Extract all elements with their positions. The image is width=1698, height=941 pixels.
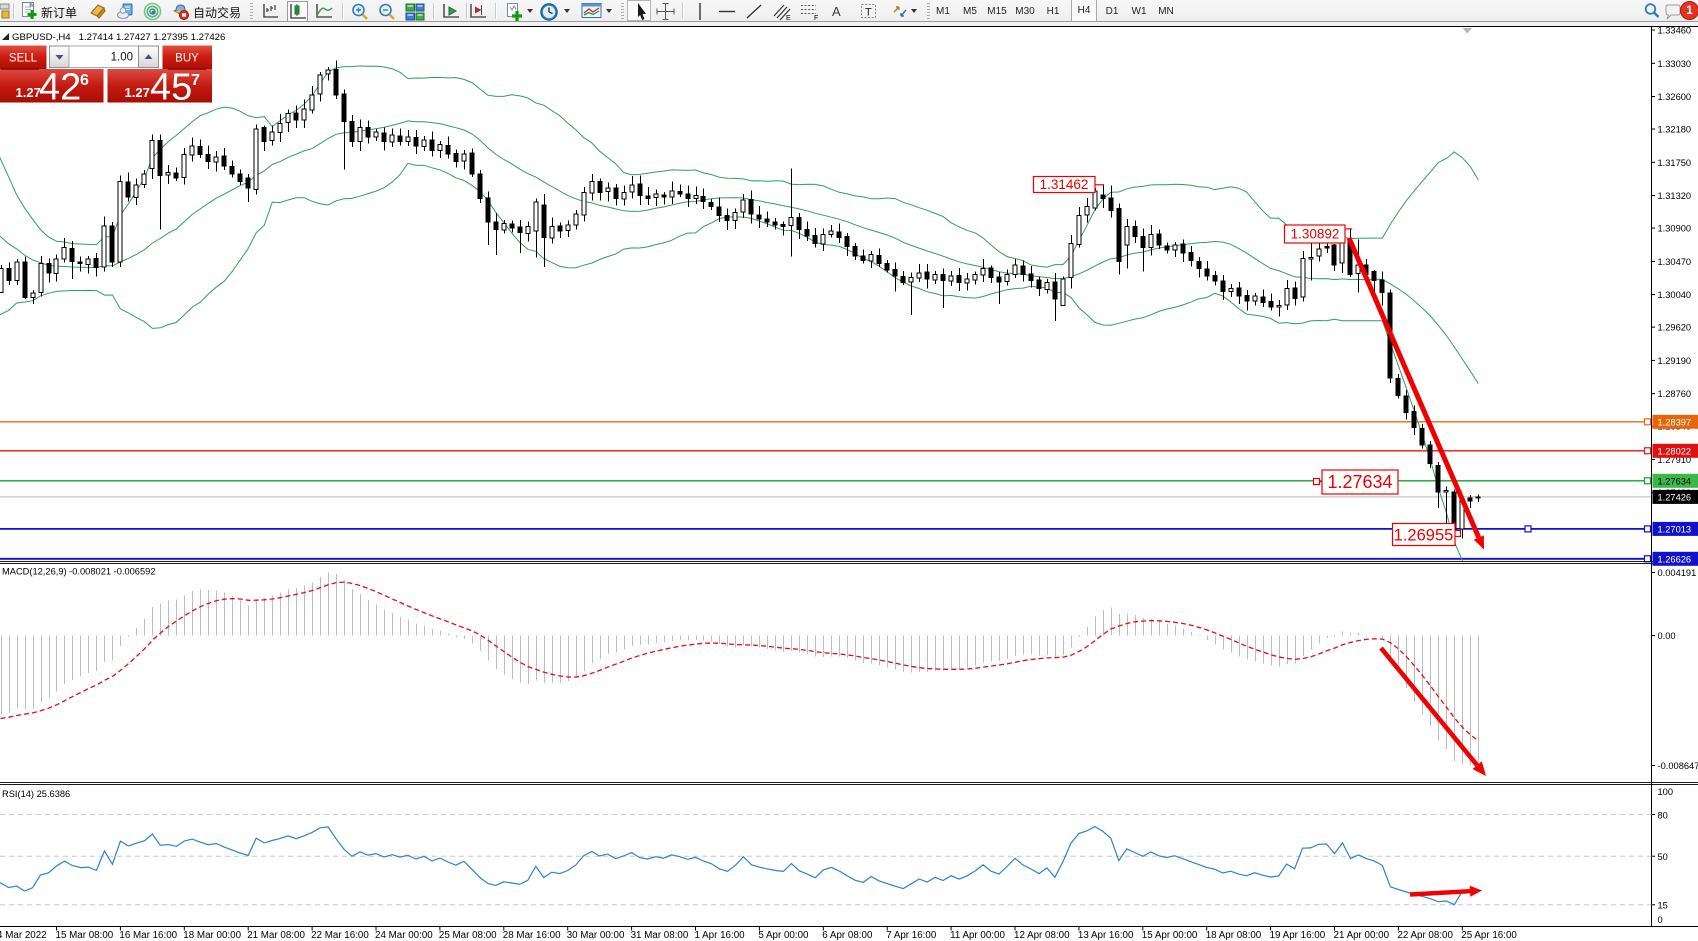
svg-text:1.27634: 1.27634 — [1658, 476, 1692, 486]
svg-text:21 Apr 00:00: 21 Apr 00:00 — [1334, 930, 1390, 941]
svg-text:0.00: 0.00 — [1658, 631, 1676, 641]
svg-text:0.004191: 0.004191 — [1658, 568, 1697, 578]
svg-text:1.00: 1.00 — [111, 52, 133, 64]
svg-text:1.33030: 1.33030 — [1658, 59, 1692, 69]
svg-text:1.26955: 1.26955 — [1394, 527, 1454, 545]
svg-text:1.30892: 1.30892 — [1291, 227, 1340, 242]
svg-text:1.27: 1.27 — [16, 85, 41, 100]
svg-text:1.27: 1.27 — [125, 85, 150, 100]
svg-text:42: 42 — [39, 67, 81, 109]
svg-text:A: A — [832, 4, 841, 19]
svg-text:18 Mar 00:00: 18 Mar 00:00 — [183, 930, 241, 941]
svg-text:16 Mar 16:00: 16 Mar 16:00 — [119, 930, 177, 941]
svg-text:1.28022: 1.28022 — [1658, 446, 1692, 456]
svg-text:1.26626: 1.26626 — [1658, 554, 1692, 564]
svg-text:1.30900: 1.30900 — [1658, 224, 1692, 234]
svg-text:22 Apr 08:00: 22 Apr 08:00 — [1397, 930, 1453, 941]
svg-text:7: 7 — [191, 72, 200, 89]
svg-text:-0.008647: -0.008647 — [1658, 761, 1698, 771]
svg-text:18 Apr 08:00: 18 Apr 08:00 — [1206, 930, 1262, 941]
svg-text:1.30470: 1.30470 — [1658, 257, 1692, 267]
svg-text:28 Mar 16:00: 28 Mar 16:00 — [503, 930, 561, 941]
svg-text:1.29190: 1.29190 — [1658, 356, 1692, 366]
svg-text:RSI(14) 25.6386: RSI(14) 25.6386 — [2, 789, 70, 799]
svg-text:GBPUSD-,H4 1.27414 1.27427 1: GBPUSD-,H4 1.27414 1.27427 1.27395 1.274… — [12, 32, 225, 43]
svg-text:1.31750: 1.31750 — [1658, 158, 1692, 168]
svg-text:30 Mar 00:00: 30 Mar 00:00 — [567, 930, 625, 941]
svg-text:SELL: SELL — [9, 53, 38, 65]
svg-text:12 Apr 08:00: 12 Apr 08:00 — [1014, 930, 1070, 941]
svg-text:F: F — [814, 15, 818, 21]
svg-text:25 Apr 16:00: 25 Apr 16:00 — [1461, 930, 1517, 941]
svg-text:31 Mar 08:00: 31 Mar 08:00 — [631, 930, 689, 941]
svg-text:22 Mar 16:00: 22 Mar 16:00 — [311, 930, 369, 941]
svg-text:100: 100 — [1658, 787, 1674, 797]
svg-text:13 Apr 16:00: 13 Apr 16:00 — [1078, 930, 1134, 941]
svg-text:T: T — [865, 7, 872, 19]
svg-text:BUY: BUY — [175, 53, 199, 65]
svg-text:1.30040: 1.30040 — [1658, 290, 1692, 300]
svg-text:15: 15 — [1658, 901, 1668, 911]
svg-text:1.31462: 1.31462 — [1040, 177, 1089, 192]
svg-text:50: 50 — [1658, 852, 1668, 862]
svg-text:1.28760: 1.28760 — [1658, 389, 1692, 399]
svg-text:1.29620: 1.29620 — [1658, 323, 1692, 333]
svg-text:1.27634: 1.27634 — [1327, 472, 1392, 492]
svg-text:E: E — [786, 15, 791, 21]
svg-text:14 Mar 2022: 14 Mar 2022 — [0, 930, 47, 941]
svg-text:1.32600: 1.32600 — [1658, 92, 1692, 102]
svg-text:80: 80 — [1658, 811, 1668, 821]
svg-text:45: 45 — [150, 67, 192, 109]
svg-text:1.33460: 1.33460 — [1658, 26, 1692, 36]
svg-text:1.27910: 1.27910 — [1658, 455, 1692, 465]
svg-text:5 Apr 00:00: 5 Apr 00:00 — [758, 930, 809, 941]
svg-text:7 Apr 16:00: 7 Apr 16:00 — [886, 930, 937, 941]
svg-text:21 Mar 08:00: 21 Mar 08:00 — [247, 930, 305, 941]
svg-text:25 Mar 08:00: 25 Mar 08:00 — [439, 930, 497, 941]
svg-text:15 Mar 08:00: 15 Mar 08:00 — [56, 930, 114, 941]
svg-text:1.28397: 1.28397 — [1658, 417, 1692, 427]
svg-text:6 Apr 08:00: 6 Apr 08:00 — [822, 930, 873, 941]
svg-text:24 Mar 00:00: 24 Mar 00:00 — [375, 930, 433, 941]
svg-text:MACD(12,26,9) -0.008021 -0.006: MACD(12,26,9) -0.008021 -0.006592 — [2, 567, 156, 577]
svg-text:1.27426: 1.27426 — [1658, 492, 1692, 502]
svg-text:1 Apr 16:00: 1 Apr 16:00 — [695, 930, 746, 941]
svg-text:6: 6 — [80, 72, 89, 89]
svg-text:1.31320: 1.31320 — [1658, 191, 1692, 201]
svg-text:1.32180: 1.32180 — [1658, 125, 1692, 135]
svg-text:11 Apr 00:00: 11 Apr 00:00 — [950, 930, 1005, 941]
svg-text:1.27013: 1.27013 — [1658, 524, 1692, 534]
svg-text:19 Apr 16:00: 19 Apr 16:00 — [1270, 930, 1326, 941]
svg-text:0: 0 — [1658, 915, 1663, 925]
svg-text:15 Apr 00:00: 15 Apr 00:00 — [1142, 930, 1198, 941]
